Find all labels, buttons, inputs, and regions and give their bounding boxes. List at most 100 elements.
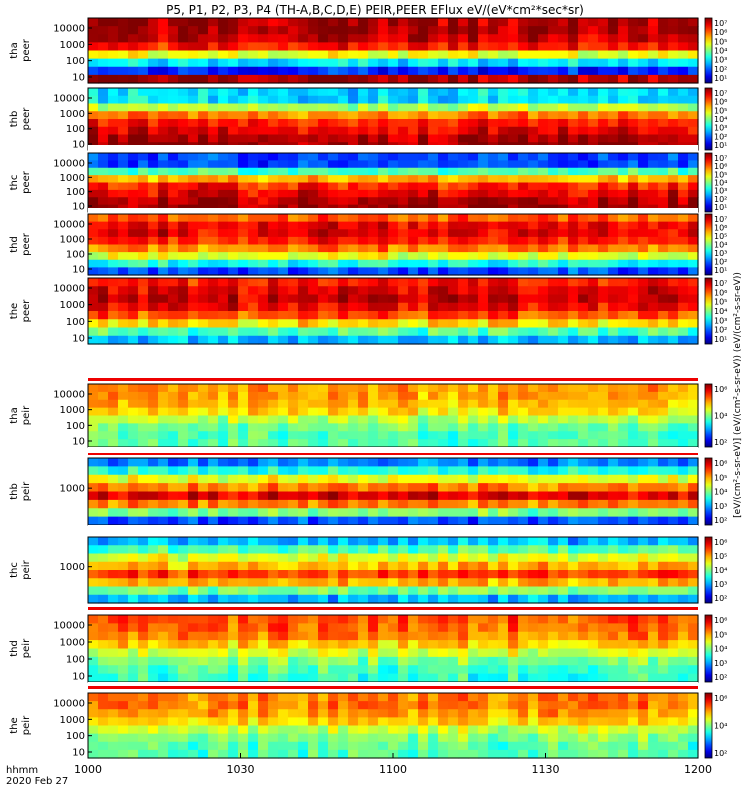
heatmap-cell <box>688 516 699 526</box>
heatmap-cell <box>318 458 329 467</box>
heatmap-cell <box>678 483 689 493</box>
heatmap-cell <box>258 189 269 198</box>
heatmap-cell <box>498 134 509 143</box>
heatmap-cell <box>568 58 579 68</box>
heatmap-cell <box>278 615 289 624</box>
heatmap-cell <box>378 665 389 675</box>
heatmap-cell <box>278 18 289 27</box>
heatmap-cell <box>558 50 569 60</box>
heatmap-cell <box>128 311 139 320</box>
heatmap-cell <box>88 439 99 448</box>
heatmap-cell <box>268 88 279 97</box>
heatmap-cell <box>448 103 459 112</box>
heatmap-cell <box>168 153 179 161</box>
y-tick-label: 10000 <box>53 284 85 295</box>
heatmap-cell <box>508 466 519 476</box>
heatmap-cell <box>268 474 279 484</box>
heatmap-cell <box>208 640 219 650</box>
heatmap-cell <box>158 58 169 68</box>
heatmap-cell <box>398 236 409 246</box>
heatmap-cell <box>138 399 149 409</box>
heatmap-cell <box>278 267 289 276</box>
heatmap-cell <box>358 741 369 751</box>
heatmap-cell <box>338 335 349 345</box>
heatmap-cell <box>498 229 509 238</box>
heatmap-cell <box>398 244 409 253</box>
heatmap-cell <box>548 474 559 484</box>
heatmap-cell <box>188 221 199 230</box>
heatmap-cell <box>248 631 259 641</box>
heatmap-cell <box>668 640 679 650</box>
heatmap-cell <box>428 58 439 68</box>
heatmap-cell <box>598 259 609 268</box>
heatmap-cell <box>318 741 329 751</box>
heatmap-cell <box>138 407 149 417</box>
heatmap-cell <box>388 335 399 345</box>
heatmap-cell <box>648 26 659 35</box>
colorbar-tick-label: 10⁷ <box>714 154 727 163</box>
heatmap-cell <box>108 415 119 424</box>
heatmap-cell <box>118 499 129 509</box>
heatmap-cell <box>388 384 399 393</box>
heatmap-cell <box>468 615 479 624</box>
heatmap-cell <box>218 615 229 624</box>
heatmap-cell <box>198 42 209 52</box>
heatmap-cell <box>158 221 169 230</box>
heatmap-cell <box>508 431 519 440</box>
heatmap-cell <box>638 236 649 246</box>
heatmap-cell <box>228 259 239 268</box>
heatmap-cell <box>288 197 299 206</box>
heatmap-cell <box>248 594 259 604</box>
heatmap-cell <box>398 458 409 467</box>
heatmap-cell <box>468 197 479 206</box>
heatmap-cell <box>588 391 599 401</box>
heatmap-cell <box>578 34 589 43</box>
heatmap-cell <box>318 34 329 43</box>
heatmap-cell <box>498 717 509 727</box>
heatmap-cell <box>518 119 529 128</box>
heatmap-cell <box>148 319 159 329</box>
heatmap-cell <box>528 294 539 304</box>
heatmap-cell <box>538 491 549 501</box>
heatmap-cell <box>328 189 339 198</box>
heatmap-cell <box>168 586 179 596</box>
heatmap-cell <box>308 415 319 424</box>
heatmap-cell <box>258 570 269 579</box>
heatmap-cell <box>258 153 269 161</box>
heatmap-cell <box>318 26 329 35</box>
heatmap-cell <box>138 458 149 467</box>
heatmap-cell <box>318 693 329 702</box>
heatmap-cell <box>658 553 669 563</box>
heatmap-cell <box>298 516 309 526</box>
heatmap-cell <box>278 466 289 476</box>
heatmap-cell <box>558 640 569 650</box>
heatmap-cell <box>618 111 629 120</box>
heatmap-cell <box>358 34 369 43</box>
heatmap-cell <box>178 586 189 596</box>
heatmap-cell <box>478 88 489 97</box>
heatmap-cell <box>608 537 619 546</box>
heatmap-cell <box>538 384 549 393</box>
heatmap-cell <box>468 134 479 143</box>
heatmap-cell <box>88 586 99 596</box>
heatmap-cell <box>658 182 669 191</box>
heatmap-cell <box>518 499 529 509</box>
heatmap-cell <box>338 466 349 476</box>
heatmap-cell <box>628 578 639 588</box>
heatmap-cell <box>408 648 419 658</box>
heatmap-cell <box>428 415 439 424</box>
heatmap-cell <box>168 126 179 136</box>
colorbar <box>704 277 713 345</box>
heatmap-cell <box>538 717 549 727</box>
heatmap-cell <box>398 431 409 440</box>
y-tick-label: 100 <box>66 56 85 67</box>
heatmap-cell <box>358 88 369 97</box>
heatmap-cell <box>238 483 249 493</box>
heatmap-cell <box>188 111 199 120</box>
heatmap-cell <box>308 693 319 702</box>
heatmap-cell <box>378 189 389 198</box>
heatmap-cell <box>468 749 479 759</box>
heatmap-cell <box>458 252 469 261</box>
heatmap-cell <box>188 733 199 743</box>
heatmap-cell <box>388 407 399 417</box>
